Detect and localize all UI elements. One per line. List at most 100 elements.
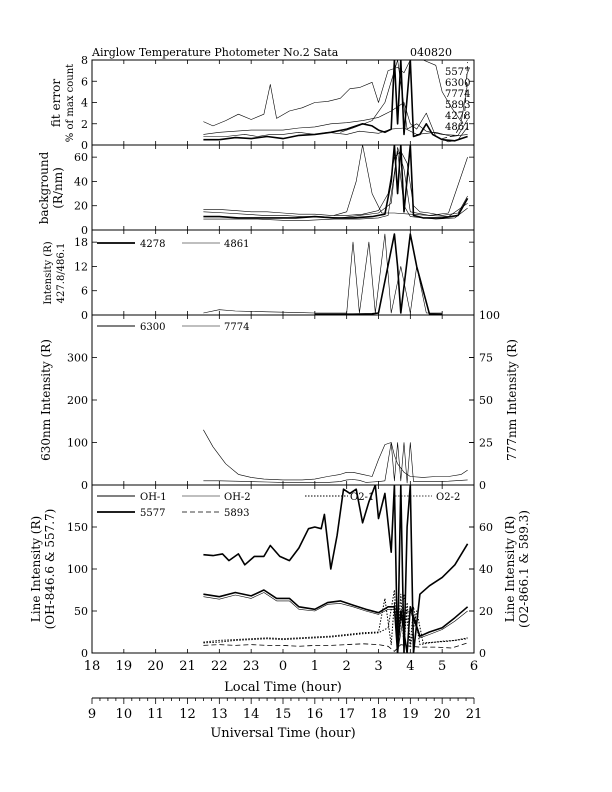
local-time-tick: 21 (179, 659, 196, 674)
ytick-label: 40 (74, 175, 88, 188)
chart-title: Airglow Temperature Photometer No.2 Sata (91, 46, 339, 59)
ytick-label: 0 (81, 224, 88, 237)
local-time-tick: 3 (374, 659, 382, 674)
legend-line-intensity: OH-1 OH-2 O2-1 O2-2 5577 5893 (97, 492, 460, 519)
chart-date: 040820 (410, 46, 452, 59)
ytick-label: 0 (81, 479, 88, 492)
tick-layer: 0246802040600612180100200300025507510005… (67, 54, 500, 660)
ytick-right-label: 0 (479, 479, 486, 492)
ytick-label: 2 (81, 118, 88, 131)
ut-tick-label: 19 (402, 707, 419, 722)
ut-tick-label: 17 (338, 707, 355, 722)
ytick-label: 200 (67, 394, 88, 407)
ytick-right-label: 60 (479, 521, 493, 534)
ytick-label: 8 (81, 54, 88, 67)
ylabel-line-intensity-right-2: (O2-866.1 & 589.3) (517, 510, 531, 628)
ut-tick-label: 13 (211, 707, 228, 722)
series-line (333, 145, 468, 216)
local-time-label: Local Time (hour) (224, 680, 342, 695)
ut-tick-label: 20 (434, 707, 451, 722)
ylabel-line-intensity-2: (OH-846.6 & 557.7) (43, 509, 57, 630)
ytick-label: 0 (81, 139, 88, 152)
ytick-label: 60 (74, 151, 88, 164)
series-line (203, 589, 468, 650)
ytick-right-label: 20 (479, 605, 493, 618)
local-time-tick: 22 (211, 659, 228, 674)
ut-tick-label: 11 (147, 707, 164, 722)
ytick-label: 6 (81, 285, 88, 298)
legend-4861: 4861 (445, 122, 470, 133)
local-time-tick: 4 (406, 659, 414, 674)
legend-5577-label: 5577 (140, 508, 165, 519)
series-line (203, 233, 443, 314)
ytick-label: 4 (81, 97, 88, 110)
local-time-tick: 23 (243, 659, 260, 674)
legend-7774-label: 7774 (224, 322, 249, 333)
series-line (203, 593, 468, 650)
ylabel-intensity: Intensity (R) (43, 241, 54, 304)
legend-4278-label: 4278 (140, 239, 165, 250)
legend-6300: 6300 (445, 78, 470, 89)
legend-o21-label: O2-1 (350, 492, 374, 503)
ytick-label: 12 (74, 260, 88, 273)
ylabel-line-intensity: Line Intensity (R) (29, 516, 43, 622)
legend-oh2-label: OH-2 (224, 492, 251, 503)
ytick-right-label: 25 (479, 437, 493, 450)
local-time-tick: 6 (470, 659, 478, 674)
ytick-label: 300 (67, 352, 88, 365)
ylabel-background: background (37, 151, 51, 224)
ylabel-intensity-2: 427.8/486.1 (56, 243, 67, 304)
series-line (203, 147, 468, 219)
ytick-label: 20 (74, 200, 88, 213)
ut-tick-label: 16 (307, 707, 324, 722)
series-line (203, 589, 469, 653)
series-line (203, 642, 468, 652)
series-line (203, 150, 468, 221)
legend-630-777: 6300 7774 (97, 322, 249, 333)
ytick-right-label: 0 (479, 647, 486, 660)
series-line (203, 485, 469, 653)
local-time-tick: 2 (343, 659, 351, 674)
ytick-label: 18 (74, 236, 88, 249)
ut-tick-label: 15 (275, 707, 292, 722)
series-line (203, 60, 468, 142)
ut-tick-label: 14 (243, 707, 260, 722)
time-axes: 18 19 20 21 22 23 0 1 2 3 4 5 69 10 11 12 13 14 15 16 17 18 19… (84, 659, 483, 722)
ytick-label: 0 (81, 647, 88, 660)
local-time-tick: 18 (84, 659, 101, 674)
ytick-label: 100 (67, 563, 88, 576)
ytick-right-label: 40 (479, 563, 493, 576)
legend-o22-label: O2-2 (436, 492, 460, 503)
ut-tick-label: 9 (88, 707, 96, 722)
ylabel-fit-error-2: % of max count (65, 64, 76, 142)
ylabel-fit-error: fit error (49, 79, 63, 127)
local-time-tick: 19 (116, 659, 133, 674)
series-line (203, 60, 468, 127)
ytick-label: 50 (74, 605, 88, 618)
series-line (203, 127, 468, 137)
ut-tick-label: 21 (466, 707, 483, 722)
ytick-label: 100 (67, 437, 88, 450)
ut-tick-label: 12 (179, 707, 196, 722)
ylabel-background-2: (R/nm) (51, 167, 65, 209)
local-time-tick: 20 (147, 659, 164, 674)
local-time-tick: 0 (279, 659, 287, 674)
legend-oh1-label: OH-1 (140, 492, 167, 503)
legend-intensity: 4278 4861 (97, 239, 249, 250)
ytick-right-label: 100 (479, 309, 500, 322)
local-time-tick: 5 (438, 659, 446, 674)
ut-tick-label: 10 (116, 707, 133, 722)
series-line (203, 145, 469, 219)
series-line (340, 60, 468, 136)
ytick-right-label: 50 (479, 394, 493, 407)
series-line (442, 62, 468, 139)
ylabel-line-intensity-right: Line Intensity (R) (503, 516, 517, 622)
panel-630-777-frame (91, 314, 475, 486)
ytick-right-label: 75 (479, 352, 493, 365)
ylabel-630: 630nm Intensity (R) (39, 339, 53, 461)
series-line (203, 442, 468, 484)
legend-4861-label: 4861 (224, 239, 249, 250)
series-line (314, 233, 443, 315)
universal-time-label: Universal Time (hour) (210, 726, 355, 741)
